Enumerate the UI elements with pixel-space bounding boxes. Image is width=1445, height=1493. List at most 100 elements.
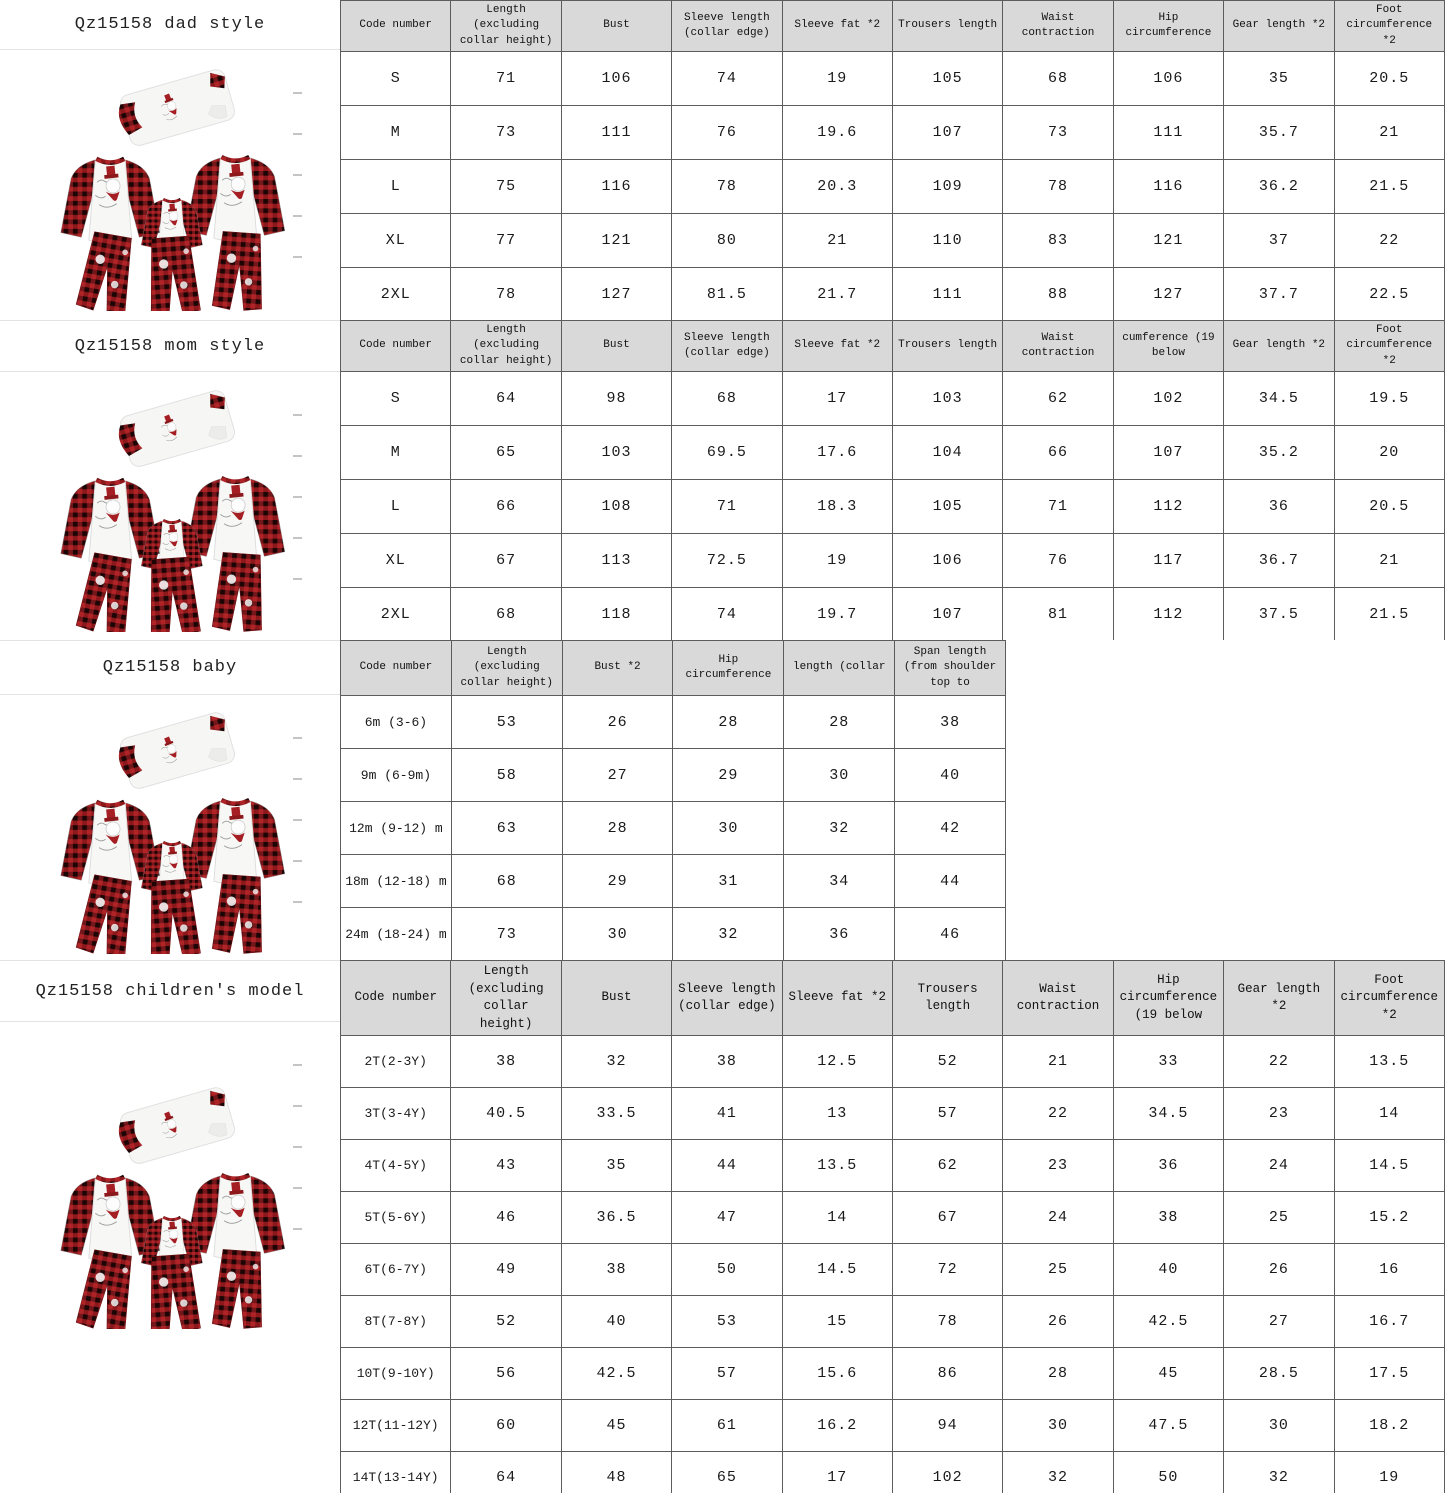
measurement-cell: 57 (671, 1347, 783, 1400)
tick-mark (293, 578, 302, 580)
measurement-cell: 21.5 (1333, 587, 1445, 640)
measurement-cell: 26 (1002, 1295, 1114, 1348)
measurement-cell: 23 (1223, 1087, 1335, 1140)
column-header: Sleeve length (collar edge) (671, 320, 783, 373)
table-row: L 75 116 78 20.3 109 78 116 36.2 21.5 (339, 159, 1445, 215)
measurement-cell: 25 (1002, 1243, 1114, 1296)
measurement-cell: 37 (1223, 213, 1335, 269)
measurement-cell: 30 (783, 748, 896, 802)
measurement-cell: 102 (1112, 371, 1225, 427)
measurement-cell: 36 (783, 907, 896, 960)
measurement-cell: 30 (1223, 1399, 1335, 1452)
measurement-cell: 74 (671, 51, 783, 107)
measurement-cell: 98 (560, 371, 673, 427)
column-header: Waist contraction (1002, 320, 1114, 373)
measurement-cell: 71 (671, 479, 783, 535)
measurement-cell: 62 (891, 1139, 1004, 1192)
section-dad-table-area: Code number Length (excluding collar heig… (339, 0, 1445, 320)
section-label-baby: Qz15158 baby (0, 640, 340, 695)
measurement-cell: 45 (1112, 1347, 1225, 1400)
measurement-cell: 22 (1223, 1035, 1335, 1088)
measurement-cell: 67 (450, 533, 562, 589)
measurement-cell: 31 (672, 854, 785, 908)
measurement-cell: 36.7 (1223, 533, 1335, 589)
measurement-cell: 116 (1112, 159, 1225, 215)
size-table-mom: Code number Length (excluding collar heig… (339, 320, 1445, 640)
measurement-cell: 105 (891, 479, 1004, 535)
size-code-cell: XL (339, 213, 452, 269)
measurement-cell: 112 (1112, 587, 1225, 640)
tick-marks (293, 1064, 302, 1230)
measurement-cell: 20.3 (781, 159, 893, 215)
measurement-cell: 22 (1002, 1087, 1114, 1140)
size-code-cell: 6T(6-7Y) (339, 1243, 452, 1296)
measurement-cell: 19.5 (1333, 371, 1445, 427)
column-header: cumference (19 below (1112, 320, 1225, 373)
size-code-cell: 4T(4-5Y) (339, 1139, 452, 1192)
size-code-cell: 12m (9-12) m (340, 801, 452, 855)
measurement-cell: 76 (671, 105, 783, 161)
measurement-cell: 86 (891, 1347, 1004, 1400)
measurement-cell: 105 (891, 51, 1004, 107)
measurement-cell: 13.5 (1333, 1035, 1445, 1088)
measurement-cell: 33 (1112, 1035, 1225, 1088)
tick-mark (293, 1187, 302, 1189)
section-label-mom: Qz15158 mom style (0, 320, 340, 372)
measurement-cell: 28 (561, 801, 674, 855)
size-code-cell: 2XL (339, 267, 452, 320)
measurement-cell: 14 (781, 1191, 893, 1244)
measurement-cell: 41 (671, 1087, 783, 1140)
size-code-cell: S (339, 51, 452, 107)
table-row: 2T(2-3Y) 38 32 38 12.5 52 21 33 22 13.5 (339, 1035, 1445, 1088)
pajama-set-photo (24, 1077, 316, 1329)
table-row: 18m (12-18) m 68 29 31 34 44 (340, 854, 1006, 908)
section-children-table-area: Code number Length (excluding collar heig… (339, 960, 1445, 1493)
measurement-cell: 20.5 (1333, 479, 1445, 535)
measurement-cell: 32 (1002, 1451, 1114, 1493)
measurement-cell: 61 (671, 1399, 783, 1452)
table-row: 9m (6-9m) 58 27 29 30 40 (340, 748, 1006, 802)
section-dad: Qz15158 dad style Code number Length (exc… (0, 0, 1445, 320)
tick-mark (293, 455, 302, 457)
measurement-cell: 111 (560, 105, 673, 161)
measurement-cell: 88 (1002, 267, 1114, 320)
measurement-cell: 107 (891, 587, 1004, 640)
measurement-cell: 35.7 (1223, 105, 1335, 161)
measurement-cell: 44 (671, 1139, 783, 1192)
measurement-cell: 18.2 (1333, 1399, 1445, 1452)
header-row: Code number Length (excluding collar heig… (339, 320, 1445, 373)
measurement-cell: 56 (450, 1347, 562, 1400)
measurement-cell: 23 (1002, 1139, 1114, 1192)
column-header: Foot circumference *2 (1333, 960, 1445, 1036)
size-code-cell: M (339, 425, 452, 481)
measurement-cell: 78 (891, 1295, 1004, 1348)
section-label-dad: Qz15158 dad style (0, 0, 340, 50)
tick-mark (293, 819, 302, 821)
measurement-cell: 81.5 (671, 267, 783, 320)
measurement-cell: 32 (783, 801, 896, 855)
measurement-cell: 106 (560, 51, 673, 107)
size-code-cell: 24m (18-24) m (340, 907, 452, 960)
tick-mark (293, 537, 302, 539)
measurement-cell: 68 (450, 854, 563, 908)
measurement-cell: 65 (450, 425, 562, 481)
column-header: Waist contraction (1002, 0, 1114, 53)
column-header: Span length (from shoulder top to (894, 640, 1006, 696)
column-header: Bust (560, 960, 673, 1036)
section-children: Qz15158 children's model Code number Leng… (0, 960, 1445, 1493)
measurement-cell: 102 (891, 1451, 1004, 1493)
table-row: 6T(6-7Y) 49 38 50 14.5 72 25 40 26 16 (339, 1243, 1445, 1296)
measurement-cell: 28 (1002, 1347, 1114, 1400)
size-code-cell: 18m (12-18) m (340, 854, 452, 908)
table-row: 24m (18-24) m 73 30 32 36 46 (340, 907, 1006, 960)
measurement-cell: 19 (781, 51, 893, 107)
size-table-dad: Code number Length (excluding collar heig… (339, 0, 1445, 320)
measurement-cell: 66 (1002, 425, 1114, 481)
header-row: Code number Length (excluding collar heig… (339, 0, 1445, 53)
measurement-cell: 111 (1112, 105, 1225, 161)
measurement-cell: 42.5 (560, 1347, 673, 1400)
table-row: XL 77 121 80 21 110 83 121 37 22 (339, 213, 1445, 269)
measurement-cell: 40 (894, 748, 1006, 802)
tick-mark (293, 256, 302, 258)
measurement-cell: 109 (891, 159, 1004, 215)
